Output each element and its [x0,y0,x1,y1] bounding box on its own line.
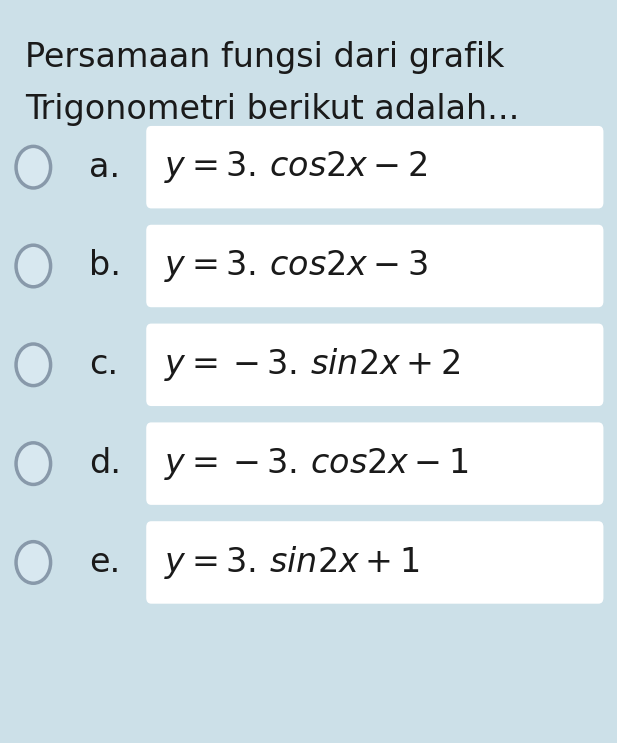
FancyBboxPatch shape [146,324,603,406]
Text: $y = 3.\,\mathit{cos}2x - 2$: $y = 3.\,\mathit{cos}2x - 2$ [164,149,427,185]
FancyBboxPatch shape [146,126,603,208]
FancyBboxPatch shape [146,225,603,308]
Text: e.: e. [89,546,121,579]
Circle shape [16,344,51,386]
Text: $y = 3.\,\mathit{cos}2x - 3$: $y = 3.\,\mathit{cos}2x - 3$ [164,248,428,284]
Text: $y = 3.\,\mathit{sin}2x + 1$: $y = 3.\,\mathit{sin}2x + 1$ [164,544,419,581]
Text: Trigonometri berikut adalah...: Trigonometri berikut adalah... [25,93,519,126]
Text: a.: a. [89,151,120,184]
Circle shape [16,443,51,484]
Text: Persamaan fungsi dari grafik: Persamaan fungsi dari grafik [25,41,504,74]
Text: d.: d. [89,447,122,480]
Text: $y = -3.\,\mathit{cos}2x - 1$: $y = -3.\,\mathit{cos}2x - 1$ [164,446,468,481]
Circle shape [16,146,51,188]
Circle shape [16,245,51,287]
Text: $y = -3.\,\mathit{sin}2x + 2$: $y = -3.\,\mathit{sin}2x + 2$ [164,346,460,383]
Circle shape [16,542,51,583]
Text: c.: c. [89,348,118,381]
Text: b.: b. [89,250,122,282]
FancyBboxPatch shape [146,422,603,505]
FancyBboxPatch shape [146,522,603,603]
